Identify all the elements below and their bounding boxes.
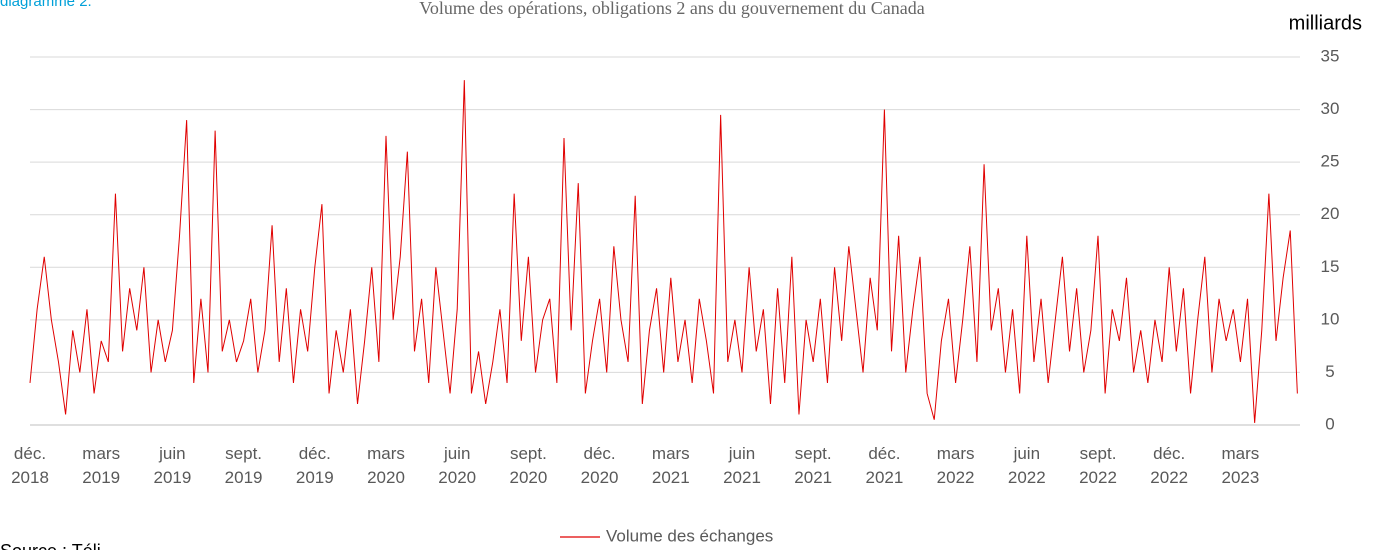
- x-tick-label: juin 2022: [1008, 444, 1046, 487]
- y-tick-label: 20: [1321, 204, 1340, 223]
- x-tick-label: sept. 2020: [509, 444, 547, 487]
- y-axis-label: milliards: [1289, 12, 1362, 34]
- x-tick-label: juin 2021: [723, 444, 761, 487]
- y-tick-label: 35: [1321, 46, 1340, 65]
- x-tick-label: mars 2020: [367, 444, 405, 487]
- y-tick-label: 15: [1321, 257, 1340, 276]
- legend-label: Volume des échanges: [606, 526, 773, 545]
- x-tick-label: mars 2019: [82, 444, 120, 487]
- y-tick-label: 30: [1321, 99, 1340, 118]
- x-tick-label: mars 2023: [1221, 444, 1259, 487]
- x-tick-label: sept. 2021: [794, 444, 832, 487]
- y-tick-label: 0: [1325, 414, 1334, 433]
- data-line: [29, 80, 1298, 423]
- y-tick-label: 25: [1321, 152, 1340, 171]
- x-tick-label: mars 2021: [652, 444, 690, 487]
- x-tick-label: mars 2022: [937, 444, 975, 487]
- chart-title: Volume des opérations, obligations 2 ans…: [419, 0, 925, 18]
- y-tick-label: 10: [1321, 309, 1340, 328]
- y-tick-label: 5: [1325, 362, 1334, 381]
- x-tick-label: déc. 2019: [296, 444, 334, 487]
- x-tick-label: déc. 2018: [11, 444, 49, 487]
- x-tick-label: déc. 2022: [1150, 444, 1188, 487]
- source: Source : Téli: [0, 541, 101, 550]
- x-tick-label: sept. 2019: [225, 444, 263, 487]
- x-tick-label: juin 2019: [153, 444, 191, 487]
- x-tick-label: juin 2020: [438, 444, 476, 487]
- x-tick-label: sept. 2022: [1079, 444, 1117, 487]
- x-tick-label: déc. 2020: [581, 444, 619, 487]
- note: diagramme 2.: [0, 0, 92, 10]
- x-tick-label: déc. 2021: [865, 444, 903, 487]
